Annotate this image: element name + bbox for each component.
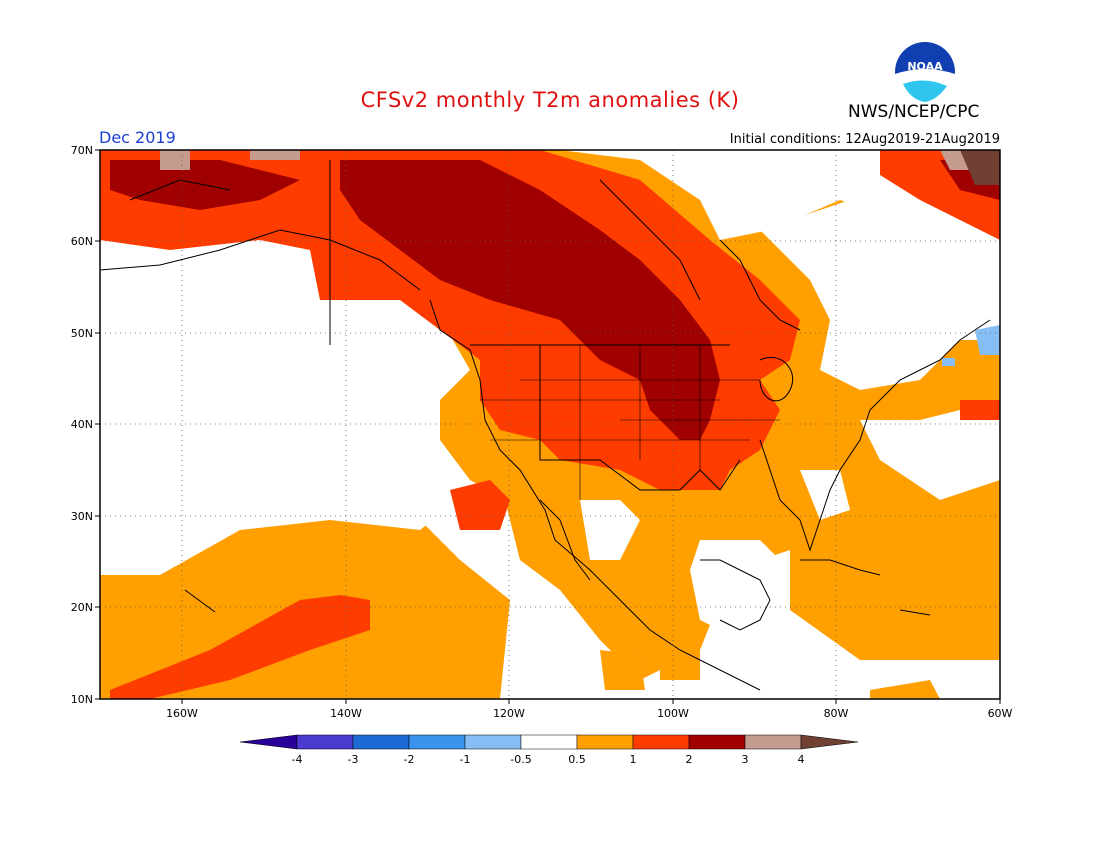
map-title: CFSv2 monthly T2m anomalies (K) <box>360 88 740 112</box>
legend-label-05: 0.5 <box>568 753 586 766</box>
lat-label-50n: 50N <box>71 327 93 340</box>
legend-swatch-2-3 <box>688 734 746 750</box>
legend-label-m3: -3 <box>348 753 359 766</box>
lon-label-80w: 80W <box>824 707 849 720</box>
anomaly-region-near-zero <box>100 200 1000 640</box>
legend-label-m1: -1 <box>460 753 471 766</box>
lon-label-60w: 60W <box>988 707 1013 720</box>
state-borders <box>480 345 780 500</box>
legend-swatch-1-2 <box>632 734 690 750</box>
lat-label-10n: 10N <box>71 693 93 706</box>
legend-swatch-m4-m3 <box>296 734 354 750</box>
month-label: Dec 2019 <box>99 128 176 147</box>
lat-label-60n: 60N <box>71 235 93 248</box>
legend-label-m05: -0.5 <box>510 753 531 766</box>
graticule <box>100 150 1000 699</box>
lon-axis: 160W 140W 120W 100W 80W 60W <box>166 699 1013 720</box>
lat-label-20n: 20N <box>71 601 93 614</box>
noaa-logo: NOAA <box>893 40 957 108</box>
lon-label-100w: 100W <box>657 707 689 720</box>
lon-label-140w: 140W <box>330 707 362 720</box>
legend-swatch-m2-m1 <box>408 734 466 750</box>
legend-label-3: 3 <box>742 753 749 766</box>
legend-label-m2: -2 <box>404 753 415 766</box>
initial-conditions: Initial conditions: 12Aug2019-21Aug2019 <box>729 132 1000 147</box>
legend-swatch-m3-m2 <box>352 734 410 750</box>
legend-swatch-3-4 <box>744 734 802 750</box>
lon-label-160w: 160W <box>166 707 198 720</box>
legend-swatch-05-1 <box>576 734 634 750</box>
coastlines <box>100 160 991 691</box>
lat-axis: 70N 60N 50N 40N 30N 20N 10N <box>71 144 100 706</box>
lat-label-40n: 40N <box>71 418 93 431</box>
legend-label-2: 2 <box>686 753 693 766</box>
legend-label-1: 1 <box>630 753 637 766</box>
lat-label-70n: 70N <box>71 144 93 157</box>
legend-swatch-below-m4 <box>239 734 298 750</box>
legend-swatch-m1-m05 <box>464 734 522 750</box>
legend-swatch-above-4 <box>800 734 859 750</box>
anomaly-region-1-2 <box>100 150 1000 699</box>
noaa-logo-text: NOAA <box>907 60 943 73</box>
anomaly-region-above-4 <box>960 150 1000 185</box>
legend-swatch-m05-05 <box>520 734 578 750</box>
legend-label-m4: -4 <box>292 753 303 766</box>
lon-label-120w: 120W <box>493 707 525 720</box>
anomaly-region-negative <box>942 325 1000 366</box>
agency-label: NWS/NCEP/CPC <box>848 102 980 122</box>
legend-label-4: 4 <box>798 753 805 766</box>
lat-label-30n: 30N <box>71 510 93 523</box>
